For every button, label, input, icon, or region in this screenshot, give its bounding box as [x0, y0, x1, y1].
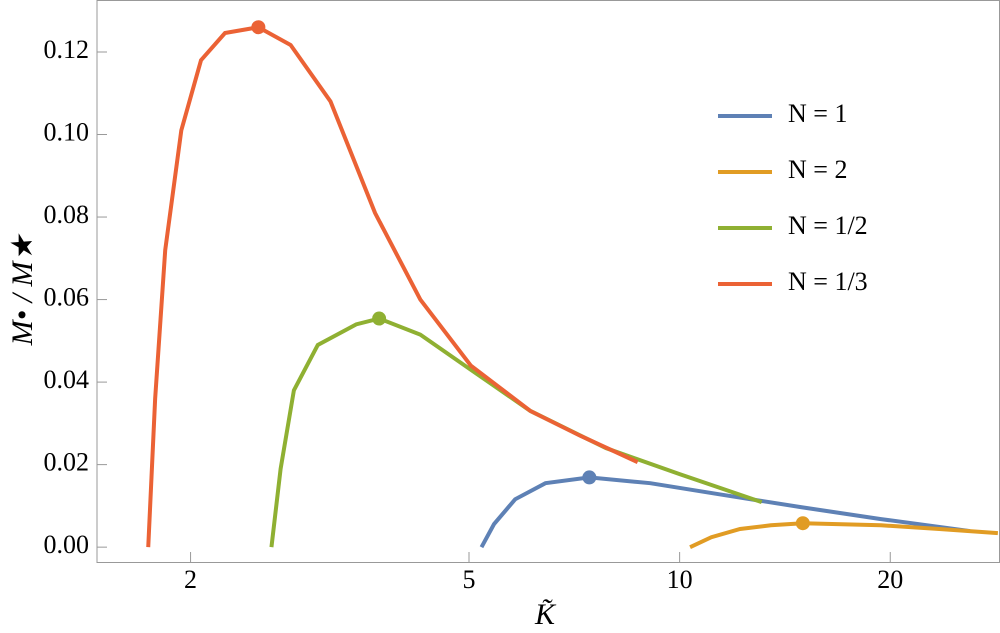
- y-tick-label: 0.02: [44, 448, 90, 477]
- peak-marker: [251, 20, 266, 35]
- series-line: [479, 475, 971, 549]
- x-tick-label: 10: [667, 565, 693, 594]
- peak-marker: [582, 470, 597, 485]
- peak-marker: [795, 516, 810, 531]
- y-tick-label: 0.04: [44, 365, 90, 394]
- legend-label: N = 1: [788, 99, 847, 128]
- peak-marker: [372, 311, 387, 326]
- x-tick-label: 2: [184, 565, 197, 594]
- y-tick-label: 0.00: [44, 530, 90, 559]
- series-line: [146, 25, 639, 548]
- legend-label: N = 1/2: [788, 211, 868, 240]
- x-axis-label: K̃: [534, 598, 557, 631]
- y-tick-label: 0.08: [44, 200, 90, 229]
- y-tick-label: 0.06: [44, 283, 90, 312]
- legend-label: N = 1/3: [788, 267, 868, 296]
- x-tick-label: 5: [462, 565, 475, 594]
- y-tick-label: 0.12: [44, 35, 90, 64]
- series-line: [269, 316, 763, 548]
- y-axis-label: M• / M★: [6, 233, 39, 347]
- y-tick-label: 0.10: [44, 117, 90, 146]
- series-line: [689, 521, 999, 549]
- x-tick-label: 20: [877, 565, 903, 594]
- legend-label: N = 2: [788, 155, 847, 184]
